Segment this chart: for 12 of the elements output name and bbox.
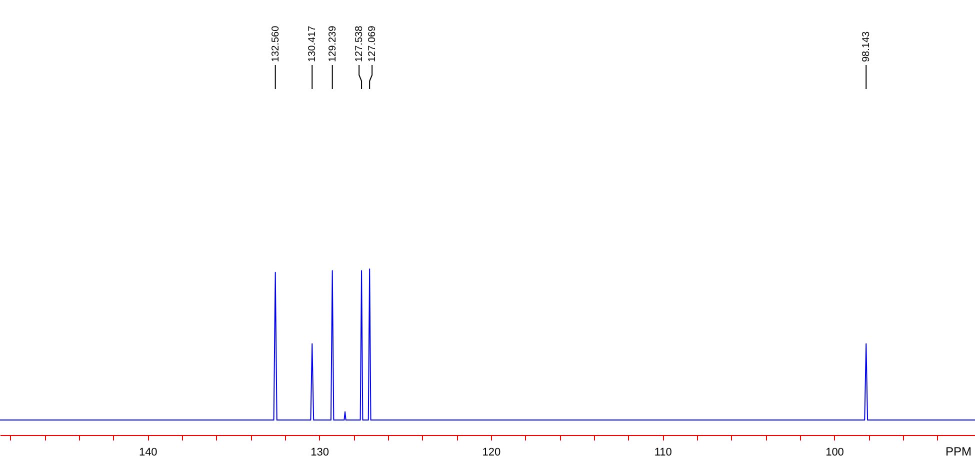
x-tick-label: 130 (310, 446, 329, 458)
annotation: 130.417 (307, 25, 318, 62)
x-tick-label: 110 (654, 446, 672, 458)
x-tick-label: 100 (826, 446, 844, 458)
annotation: 98.143 (861, 30, 872, 62)
annotation: 127.069 (367, 25, 378, 62)
x-axis-title: PPM (945, 444, 972, 458)
annotation: 127.538 (354, 25, 366, 62)
x-tick-label: 140 (138, 446, 158, 458)
annotation: 132.560 (270, 25, 282, 62)
x-tick-label: 120 (482, 446, 501, 458)
annotation: 129.239 (327, 25, 338, 62)
